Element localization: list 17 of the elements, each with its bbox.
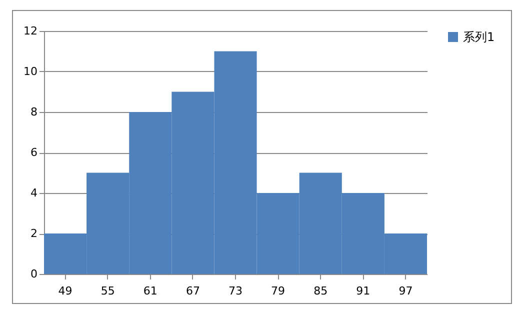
x-tick-label: 97 bbox=[398, 284, 413, 298]
y-tick-label: 10 bbox=[24, 65, 38, 78]
x-tick-label: 79 bbox=[271, 284, 286, 298]
y-tick-label: 4 bbox=[30, 186, 38, 200]
x-tick-label: 91 bbox=[356, 284, 370, 298]
x-tick-label: 73 bbox=[228, 284, 242, 298]
y-tick-label: 2 bbox=[30, 227, 38, 240]
legend-label: 系列1 bbox=[463, 30, 495, 44]
x-tick-label: 67 bbox=[186, 284, 200, 298]
y-tick-label: 8 bbox=[30, 106, 38, 118]
y-tick-label: 6 bbox=[30, 146, 38, 159]
x-tick-label: 55 bbox=[100, 284, 115, 298]
y-tick-label: 12 bbox=[24, 24, 38, 38]
x-tick-label: 49 bbox=[58, 284, 72, 298]
x-tick-label: 85 bbox=[314, 284, 328, 298]
x-tick-label: 61 bbox=[143, 284, 158, 298]
y-tick-label: 0 bbox=[30, 268, 38, 280]
